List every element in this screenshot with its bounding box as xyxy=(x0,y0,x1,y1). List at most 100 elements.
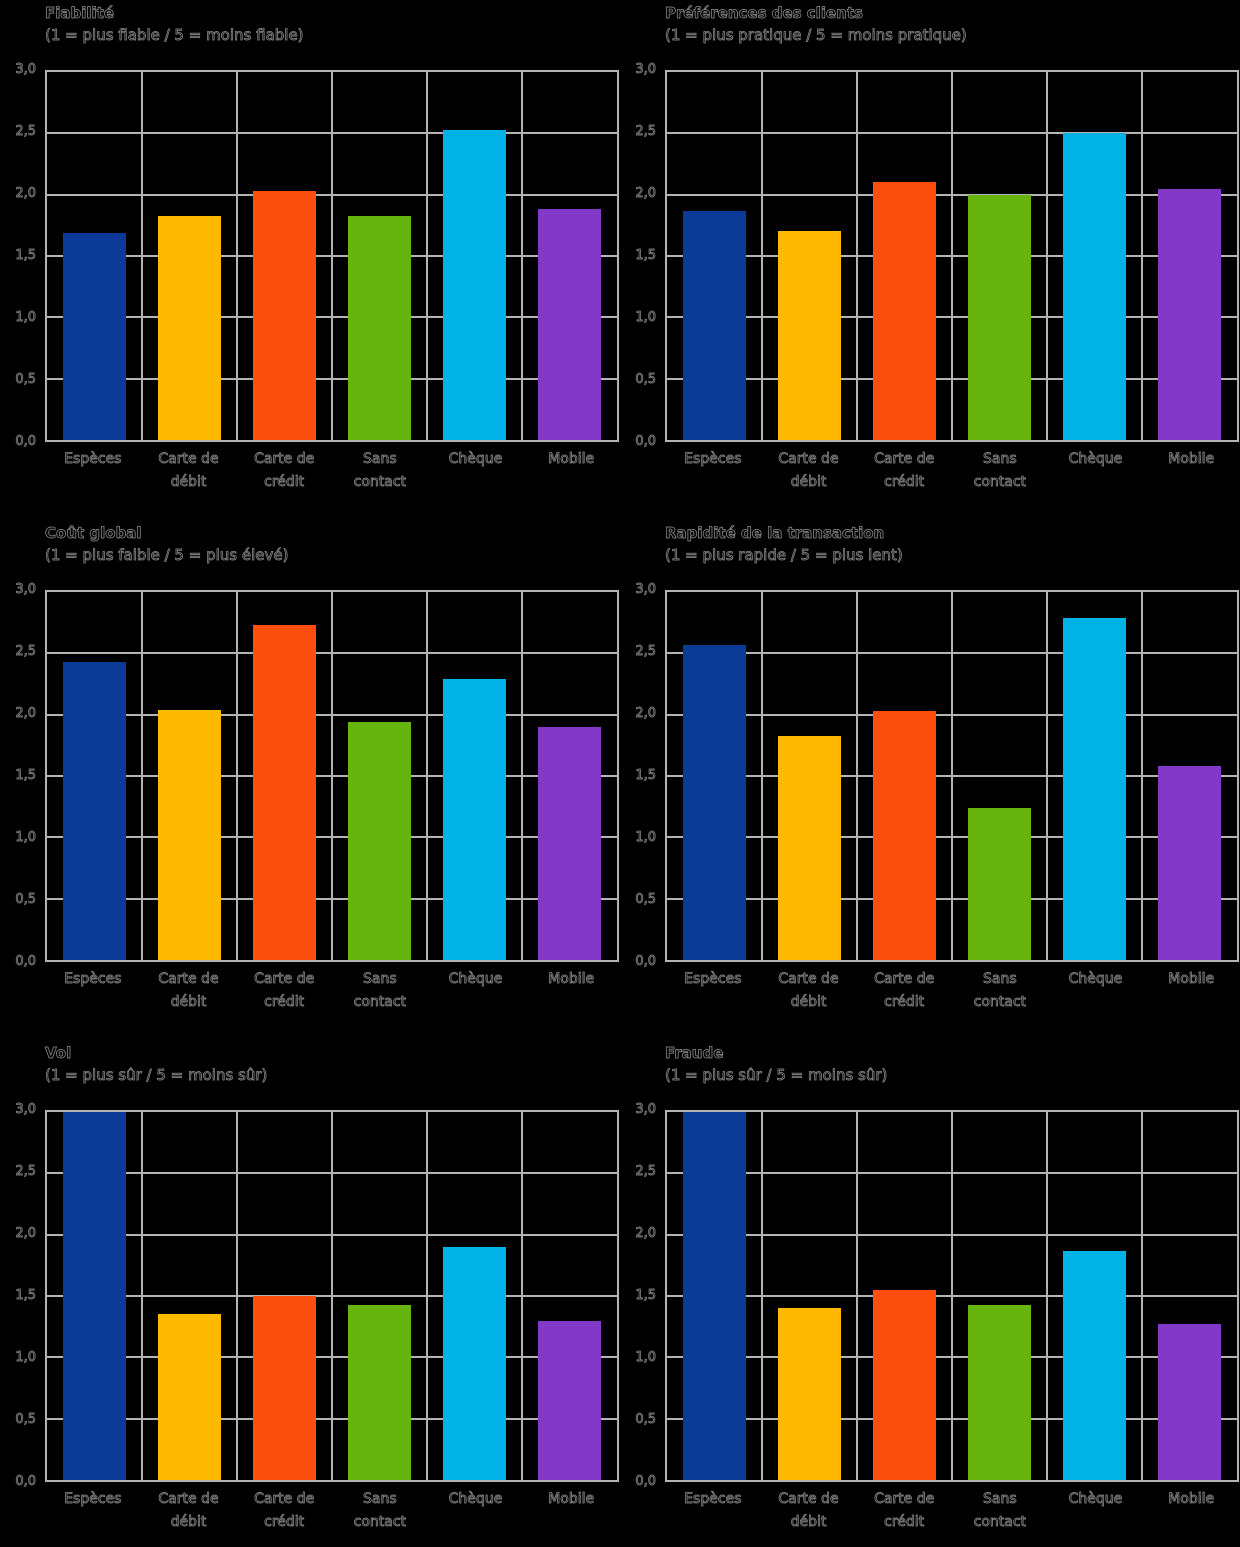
x-tick-label-sans-contact: Sans contact xyxy=(353,971,407,1011)
chart-title: Fiabilité xyxy=(45,4,115,23)
bar-carte-de-debit xyxy=(158,215,221,440)
x-tick-label-carte-de-credit: Carte de crédit xyxy=(874,451,935,491)
bar-carte-de-debit xyxy=(158,1314,221,1480)
bar-mobile xyxy=(1158,1324,1221,1480)
y-tick-label: 2,5 xyxy=(15,1163,36,1180)
y-tick-label: 2,0 xyxy=(15,705,36,722)
chart-cout-global: Coût global (1 = plus faible / 5 = plus … xyxy=(0,520,620,1040)
chart-subtitle: (1 = plus fiable / 5 = moins fiable) xyxy=(45,26,304,45)
x-tick-label-sans-contact: Sans contact xyxy=(973,971,1027,1011)
y-tick-label: 2,5 xyxy=(635,643,656,660)
chart-subtitle: (1 = plus rapide / 5 = plus lent) xyxy=(665,546,903,565)
h-gridline xyxy=(667,1356,1237,1359)
bar-carte-de-credit xyxy=(873,1289,936,1480)
x-tick-label-cheque: Chèque xyxy=(448,971,503,988)
x-tick-label-carte-de-debit: Carte de débit xyxy=(158,451,219,491)
y-axis: 0,0 0,5 1,0 1,5 2,0 2,5 3,0 xyxy=(0,582,40,970)
x-tick-label-especes: Espèces xyxy=(64,1491,122,1508)
bar-carte-de-credit xyxy=(253,625,316,960)
x-tick-label-especes: Espèces xyxy=(64,451,122,468)
chart-subtitle: (1 = plus pratique / 5 = moins pratique) xyxy=(665,26,967,45)
bar-carte-de-debit xyxy=(778,231,841,440)
h-gridline xyxy=(47,316,617,319)
x-tick-label-carte-de-debit: Carte de débit xyxy=(158,971,219,1011)
x-tick-label-especes: Espèces xyxy=(684,1491,742,1508)
y-tick-label: 1,0 xyxy=(15,309,36,326)
bar-especes xyxy=(63,1112,126,1480)
bar-mobile xyxy=(538,726,601,960)
v-gridline xyxy=(331,592,333,960)
x-tick-label-cheque: Chèque xyxy=(448,451,503,468)
bar-especes xyxy=(63,232,126,440)
bar-carte-de-debit xyxy=(158,709,221,960)
x-tick-label-carte-de-credit: Carte de crédit xyxy=(254,451,315,491)
y-tick-label: 1,5 xyxy=(15,248,36,264)
x-tick-label-carte-de-credit: Carte de crédit xyxy=(874,971,935,1011)
y-tick-label: 2,5 xyxy=(635,1163,656,1180)
v-gridline xyxy=(521,592,523,960)
y-tick-label: 1,5 xyxy=(15,768,36,784)
bar-sans-contact xyxy=(968,807,1031,960)
x-tick-label-carte-de-debit: Carte de débit xyxy=(778,451,839,491)
chart-title: Rapidité de la transaction xyxy=(665,524,885,543)
bar-especes xyxy=(683,644,746,960)
y-tick-label: 0,5 xyxy=(635,892,656,908)
x-axis: Espèces Carte de débit Carte de crédit Sans… xyxy=(665,968,1239,1020)
y-tick-label: 0,5 xyxy=(635,1412,656,1428)
x-tick-label-mobile: Mobile xyxy=(1168,971,1215,988)
v-gridline xyxy=(1141,592,1143,960)
bar-cheque xyxy=(1063,1250,1126,1480)
y-tick-label: 1,0 xyxy=(15,1349,36,1366)
chart-title: Préférences des clients xyxy=(665,4,864,23)
y-axis: 0,0 0,5 1,0 1,5 2,0 2,5 3,0 xyxy=(620,582,660,970)
y-tick-label: 2,5 xyxy=(15,123,36,140)
bar-sans-contact xyxy=(348,1304,411,1480)
v-gridline xyxy=(331,72,333,440)
chart-fraude: Fraude (1 = plus sûr / 5 = moins sûr) 0,… xyxy=(620,1040,1240,1547)
y-tick-label: 1,5 xyxy=(635,248,656,264)
plot-area xyxy=(665,590,1239,962)
y-tick-label: 1,0 xyxy=(15,829,36,846)
bar-cheque xyxy=(1063,133,1126,440)
v-gridline xyxy=(1046,1112,1048,1480)
y-tick-label: 0,0 xyxy=(15,1474,36,1490)
bar-especes xyxy=(683,210,746,440)
y-tick-label: 0,0 xyxy=(635,954,656,970)
x-tick-label-carte-de-credit: Carte de crédit xyxy=(254,1491,315,1531)
v-gridline xyxy=(426,592,428,960)
bar-carte-de-credit xyxy=(873,711,936,960)
x-tick-label-especes: Espèces xyxy=(684,451,742,468)
x-tick-label-sans-contact: Sans contact xyxy=(973,451,1027,491)
x-tick-label-cheque: Chèque xyxy=(1068,451,1123,468)
x-axis: Espèces Carte de débit Carte de crédit Sans… xyxy=(665,448,1239,500)
bar-sans-contact xyxy=(968,1304,1031,1480)
bar-cheque xyxy=(443,1246,506,1480)
y-tick-label: 2,0 xyxy=(15,1225,36,1242)
v-gridline xyxy=(951,1112,953,1480)
chart-subtitle: (1 = plus sûr / 5 = moins sûr) xyxy=(665,1066,888,1085)
plot-area xyxy=(45,590,619,962)
v-gridline xyxy=(1141,72,1143,440)
bar-carte-de-credit xyxy=(253,1296,316,1480)
y-tick-label: 2,0 xyxy=(15,185,36,202)
x-tick-label-cheque: Chèque xyxy=(448,1491,503,1508)
x-axis: Espèces Carte de débit Carte de crédit Sans… xyxy=(45,968,619,1020)
y-tick-label: 1,5 xyxy=(635,768,656,784)
x-tick-label-cheque: Chèque xyxy=(1068,971,1123,988)
y-tick-label: 3,0 xyxy=(15,1102,36,1118)
x-tick-label-carte-de-credit: Carte de crédit xyxy=(874,1491,935,1531)
plot-area xyxy=(45,1110,619,1482)
bar-cheque xyxy=(443,129,506,440)
y-tick-label: 0,0 xyxy=(635,434,656,450)
v-gridline xyxy=(521,72,523,440)
v-gridline xyxy=(521,1112,523,1480)
bar-mobile xyxy=(538,1320,601,1480)
h-gridline xyxy=(667,897,1237,900)
y-tick-label: 1,0 xyxy=(635,309,656,326)
x-tick-label-carte-de-credit: Carte de crédit xyxy=(254,971,315,1011)
bar-carte-de-debit xyxy=(778,735,841,960)
y-tick-label: 3,0 xyxy=(15,582,36,598)
h-gridline xyxy=(47,836,617,839)
